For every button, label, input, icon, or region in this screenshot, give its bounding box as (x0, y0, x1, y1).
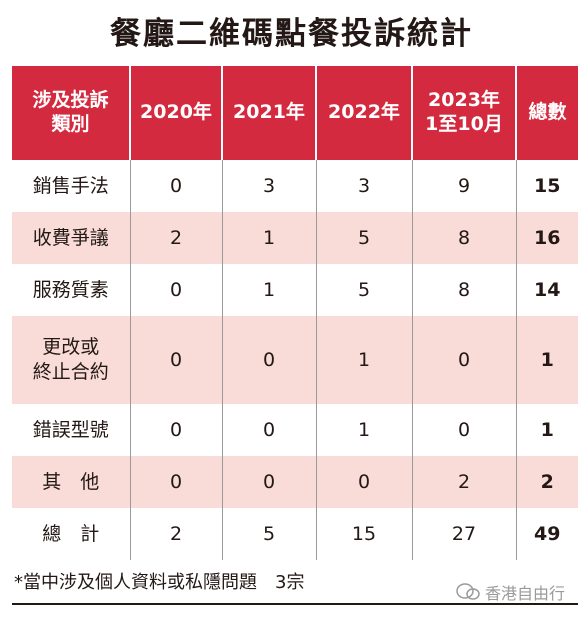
title: 餐廳二維碼點餐投訴統計 (110, 16, 473, 52)
value-cell: 15 (315, 508, 412, 560)
value-cell: 5 (315, 212, 412, 264)
table-row: 收費爭議 2 1 5 8 16 (12, 212, 578, 264)
table-row: 銷售手法 0 3 3 9 15 (12, 160, 578, 212)
value-cell: 0 (411, 316, 516, 404)
table-body: 銷售手法 0 3 3 9 15 收費爭議 2 1 5 8 16 服務質素 0 1 5 8 14 更改或 終止合約 0 0… (12, 160, 578, 560)
watermark-text: 香港自由行 (485, 584, 566, 603)
value-cell: 2 (515, 456, 578, 508)
value-cell: 1 (221, 212, 316, 264)
header-cell: 2022年 (315, 66, 412, 160)
bottom-rule (12, 603, 578, 605)
footnote: *當中涉及個人資料或私隱問題 3宗 (14, 572, 305, 593)
value-cell: 16 (515, 212, 578, 264)
value-cell: 15 (515, 160, 578, 212)
table-row: 總 計 2 5 15 27 49 (12, 508, 578, 560)
value-cell: 2 (411, 456, 516, 508)
value-cell: 27 (411, 508, 516, 560)
value-cell: 9 (411, 160, 516, 212)
value-cell: 0 (129, 160, 222, 212)
header-cell: 涉及投訴 類別 (12, 66, 130, 160)
category-cell: 銷售手法 (32, 174, 109, 197)
value-cell: 1 (515, 404, 578, 456)
value-cell: 0 (129, 404, 222, 456)
category-cell: 更改或 終止合約 (12, 316, 130, 404)
category-cell: 其 他 (12, 456, 130, 508)
category-cell: 服務質素 (32, 278, 109, 301)
value-cell: 5 (315, 264, 412, 316)
value-cell: 2 (129, 508, 222, 560)
header-cell: 2021年 (221, 66, 316, 160)
value-cell: 49 (515, 508, 578, 560)
table-row: 錯誤型號 0 0 1 0 1 (12, 404, 578, 456)
value-cell: 2 (129, 212, 222, 264)
header-cell: 2023年 1至10月 (411, 66, 516, 160)
value-cell: 14 (515, 264, 578, 316)
watermark-icon (456, 583, 480, 600)
table-row: 更改或 終止合約 0 0 1 0 1 (12, 316, 578, 404)
category-cell: 總 計 (42, 522, 100, 545)
value-cell: 0 (129, 316, 222, 404)
value-cell: 0 (129, 456, 222, 508)
watermark: 香港自由行 (455, 580, 565, 604)
value-cell: 3 (315, 160, 412, 212)
category-cell: 收費爭議 (12, 212, 130, 264)
complaint-table: 涉及投訴 類別 2020年 2021年 2022年 2023年 1至10月 總數 銷售手法… (12, 66, 578, 560)
value-cell: 0 (221, 404, 316, 456)
value-cell: 1 (315, 404, 412, 456)
value-cell: 3 (221, 160, 316, 212)
value-cell: 0 (221, 456, 316, 508)
value-cell: 1 (221, 264, 316, 316)
value-cell: 8 (411, 264, 516, 316)
value-cell: 0 (221, 316, 316, 404)
value-cell: 0 (315, 456, 412, 508)
table-row: 服務質素 0 1 5 8 14 (12, 264, 578, 316)
header-cell: 總數 (515, 66, 578, 160)
header-cell: 2020年 (129, 66, 222, 160)
category-cell: 錯誤型號 (32, 418, 109, 441)
value-cell: 0 (411, 404, 516, 456)
value-cell: 1 (315, 316, 412, 404)
value-cell: 0 (129, 264, 222, 316)
value-cell: 5 (221, 508, 316, 560)
value-cell: 1 (515, 316, 578, 404)
value-cell: 8 (411, 212, 516, 264)
header-row: 涉及投訴 類別 2020年 2021年 2022年 2023年 1至10月 總數 (12, 66, 578, 160)
